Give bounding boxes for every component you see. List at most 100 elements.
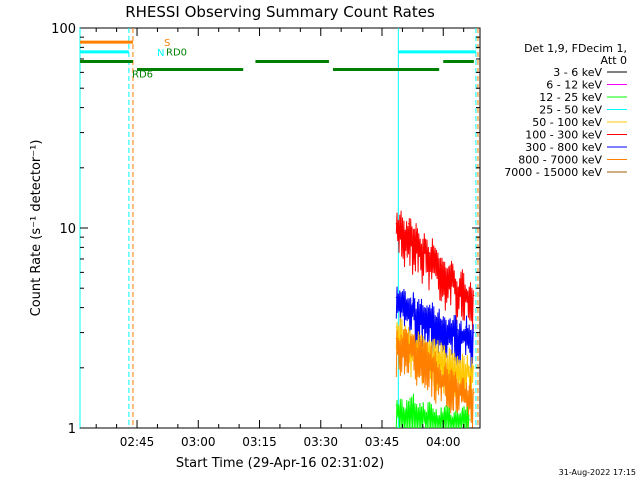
- series-point: [465, 392, 467, 394]
- series-point: [456, 287, 459, 289]
- legend-header-line2: Att 0: [601, 54, 627, 67]
- series-point: [428, 347, 430, 350]
- state-label-n: N: [157, 48, 164, 59]
- series-trace-3: [395, 328, 474, 429]
- series-100-300-kev: [395, 210, 475, 330]
- series-trace-4: [395, 393, 470, 429]
- legend-label: 6 - 12 keV: [546, 79, 602, 92]
- x-axis-label: Start Time (29-Apr-16 02:31:02): [176, 456, 384, 471]
- legend-label: 3 - 6 keV: [553, 66, 602, 79]
- series-point: [395, 404, 397, 406]
- state-label-rd6: RD6: [132, 70, 153, 81]
- state-label-s: S: [164, 38, 170, 49]
- series-point: [428, 252, 430, 254]
- series-point: [424, 313, 426, 315]
- series-point: [461, 381, 463, 383]
- series-point: [424, 241, 426, 243]
- series-point: [461, 362, 463, 365]
- series-point: [448, 326, 450, 328]
- series-point: [403, 231, 406, 234]
- series-point: [432, 358, 434, 361]
- series-point: [440, 376, 442, 378]
- x-axis: 02:45 03:00 03:15 03:30 03:45 04:00: [95, 28, 465, 449]
- series-trace-0: [395, 210, 474, 330]
- series-traces: [395, 210, 475, 429]
- series-point: [407, 223, 410, 225]
- x-tick-label: 03:45: [365, 435, 400, 449]
- series-point: [412, 236, 414, 238]
- legend-header-line1: Det 1,9, FDecim 1,: [524, 42, 627, 55]
- series-point: [420, 246, 422, 248]
- series-point: [428, 355, 430, 357]
- series-point: [469, 367, 471, 369]
- series-point: [461, 279, 463, 281]
- y-tick-label: 1: [68, 422, 76, 437]
- series-point: [461, 411, 463, 413]
- y-tick-label: 10: [59, 222, 76, 237]
- y-axis: 1 10 100: [51, 22, 480, 437]
- series-point: [469, 334, 471, 337]
- series-point: [452, 358, 455, 361]
- series-point: [444, 323, 446, 325]
- series-point: [440, 264, 442, 267]
- series-point: [420, 306, 422, 309]
- footer-date: 31-Aug-2022 17:15: [559, 468, 636, 477]
- series-point: [436, 367, 438, 369]
- x-tick-label: 03:00: [181, 435, 216, 449]
- series-point: [395, 326, 397, 328]
- series-point: [456, 329, 459, 331]
- series-point: [395, 296, 397, 298]
- y-tick-label: 100: [51, 22, 76, 37]
- legend-label: 7000 - 15000 keV: [504, 166, 602, 179]
- series-point: [412, 404, 414, 406]
- series-point: [444, 371, 446, 373]
- series-point: [448, 381, 450, 383]
- y-axis-label: Count Rate (s⁻¹ detector⁻¹): [29, 140, 44, 317]
- series-point: [465, 291, 467, 293]
- series-800-7000-kev: [395, 328, 475, 429]
- series-point: [473, 331, 475, 334]
- x-tick-label: 03:30: [303, 435, 338, 449]
- series-point: [403, 411, 406, 413]
- legend-label: 12 - 25 keV: [539, 91, 602, 104]
- series-point: [452, 376, 455, 378]
- series-point: [436, 419, 438, 421]
- series-12-25-kev: [395, 393, 471, 429]
- series-point: [444, 355, 446, 357]
- series-point: [440, 321, 442, 323]
- x-tick-label: 04:00: [426, 435, 461, 449]
- series-point: [428, 309, 430, 311]
- state-label-rd0: RD0: [166, 47, 187, 58]
- series-point: [444, 411, 446, 413]
- series-point: [395, 337, 397, 340]
- series-point: [395, 223, 397, 225]
- series-point: [416, 311, 418, 313]
- series-point: [436, 258, 438, 260]
- series-point: [436, 318, 438, 320]
- series-point: [403, 334, 406, 337]
- x-tick-label: 02:45: [120, 435, 155, 449]
- series-point: [436, 351, 438, 353]
- legend-label: 800 - 7000 keV: [518, 154, 602, 167]
- chart-title: RHESSI Observing Summary Count Rates: [125, 3, 435, 21]
- x-tick-label: 03:15: [242, 435, 277, 449]
- state-bars: SN RD0 RD6: [80, 38, 476, 81]
- legend-label: 50 - 100 keV: [532, 116, 602, 129]
- series-point: [469, 386, 471, 388]
- series-point: [428, 411, 430, 413]
- series-point: [444, 271, 446, 273]
- series-point: [412, 337, 414, 340]
- series-point: [448, 268, 450, 271]
- series-point: [416, 347, 418, 350]
- series-point: [424, 351, 426, 353]
- series-point: [452, 419, 455, 421]
- series-point: [399, 341, 401, 343]
- series-point: [432, 246, 434, 248]
- series-point: [403, 298, 406, 300]
- legend-label: 25 - 50 keV: [539, 104, 602, 117]
- series-point: [412, 302, 414, 304]
- series-point: [469, 419, 471, 421]
- series-point: [461, 331, 463, 334]
